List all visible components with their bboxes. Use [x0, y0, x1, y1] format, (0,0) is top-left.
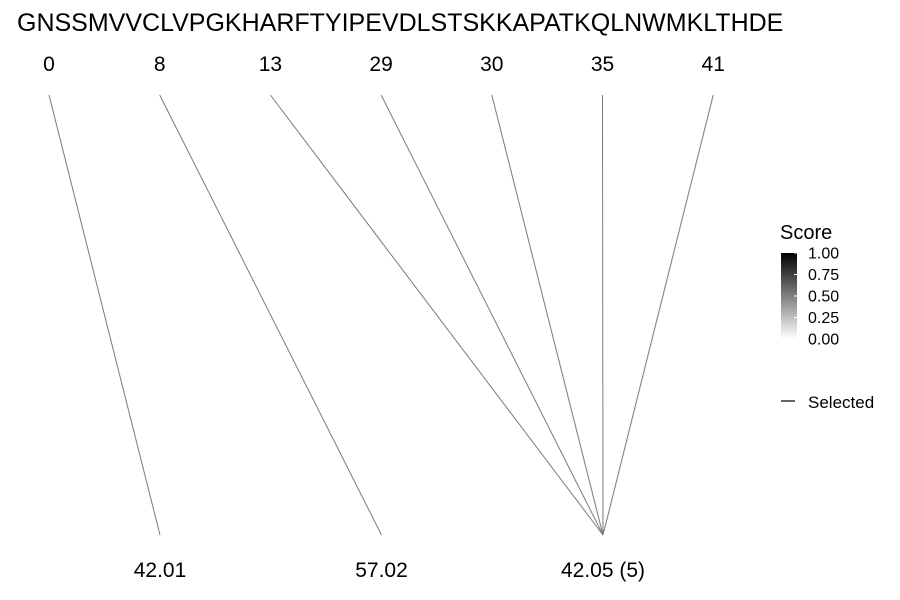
legend-ticks: 1.00 0.75 0.50 0.25 0.00 — [794, 246, 839, 349]
connection-line — [270, 94, 604, 536]
legend-tick-label: 1.00 — [808, 246, 839, 263]
score-colorbar — [781, 253, 797, 339]
connection-line — [380, 94, 604, 536]
connection-line — [159, 94, 382, 536]
legend-tick-label: 0.00 — [808, 332, 839, 349]
top-position-label: 35 — [591, 53, 614, 76]
legend-tick-label: 0.50 — [808, 289, 839, 306]
legend-title: Score — [780, 222, 832, 244]
bottom-mass-label: 57.02 — [355, 559, 408, 582]
bottom-mass-label: 42.01 — [134, 559, 187, 582]
top-position-label: 41 — [702, 53, 725, 76]
top-position-label: 13 — [259, 53, 282, 76]
top-position-label: 29 — [369, 53, 392, 76]
connection-lines — [48, 94, 714, 536]
bottom-mass-label: 42.05 (5) — [561, 559, 645, 582]
legend-tick-label: 0.25 — [808, 310, 839, 327]
connection-line — [491, 94, 604, 536]
connection-line — [602, 94, 604, 536]
top-position-label: 30 — [480, 53, 503, 76]
legend-tick-label: 0.75 — [808, 267, 839, 284]
top-position-label: 8 — [154, 53, 166, 76]
connection-line — [48, 94, 161, 536]
bottom-mass-labels: 42.01 57.02 42.05 (5) — [134, 559, 645, 582]
top-position-label: 0 — [43, 53, 55, 76]
selected-legend-label: Selected — [808, 393, 874, 412]
top-position-labels: 0 8 13 29 30 35 41 — [43, 53, 725, 76]
connection-line — [602, 94, 714, 536]
score-legend: Score 1.00 0.75 0.50 0.25 0.00 Selected — [780, 222, 874, 412]
protein-sequence: GNSSMVVCLVPGKHARFTYIPEVDLSTSKKAPATKQLNWM… — [17, 9, 783, 37]
